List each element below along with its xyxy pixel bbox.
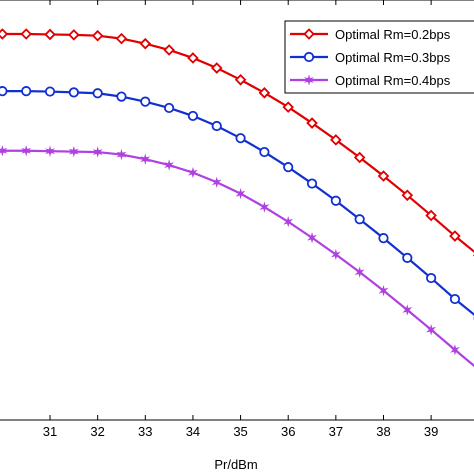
data-point-s1-1 xyxy=(0,28,9,40)
data-point-s3-18 xyxy=(402,304,413,316)
data-point-s1-5 xyxy=(91,29,104,42)
legend: Optimal Rm=0.2bps Optimal Rm=0.3bps Optima… xyxy=(284,20,474,94)
data-point-s1-15 xyxy=(330,134,342,146)
data-point-s1-17 xyxy=(377,170,390,182)
x-tick-label-37: 37 xyxy=(329,424,343,439)
legend-label-3: Optimal Rm=0.4bps xyxy=(335,73,451,88)
data-point-s2-2 xyxy=(21,86,32,97)
data-point-s2-18 xyxy=(402,252,413,263)
data-point-s1-7 xyxy=(139,37,152,50)
legend-label-2: Optimal Rm=0.3bps xyxy=(335,50,451,65)
series-3 xyxy=(0,145,474,373)
data-point-s2-13 xyxy=(283,162,294,173)
data-point-s2-1 xyxy=(0,86,8,97)
data-point-s3-6 xyxy=(116,148,127,161)
data-point-s3-8 xyxy=(164,159,175,171)
x-tick-label-31: 31 xyxy=(43,424,57,439)
series-2 xyxy=(0,86,474,321)
data-point-s3-10 xyxy=(211,176,222,188)
data-point-s3-3 xyxy=(45,145,55,157)
data-point-s1-4 xyxy=(68,29,80,41)
legend-label-1: Optimal Rm=0.2bps xyxy=(335,27,451,42)
data-point-s2-4 xyxy=(68,87,79,98)
data-point-s2-9 xyxy=(187,110,199,122)
data-point-s1-6 xyxy=(115,32,128,45)
series-1 xyxy=(0,28,474,257)
x-tick-label-32: 32 xyxy=(90,424,104,439)
data-point-s3-16 xyxy=(354,266,365,278)
data-point-s3-13 xyxy=(283,216,294,228)
data-point-s1-14 xyxy=(306,117,318,129)
data-point-s2-8 xyxy=(164,102,175,114)
axis-layer: 31 32 33 34 35 36 37 38 39 xyxy=(0,0,474,439)
data-point-s3-9 xyxy=(188,166,198,179)
data-point-s2-3 xyxy=(44,86,56,97)
data-point-s1-18 xyxy=(401,189,414,202)
data-point-s3-19 xyxy=(426,324,437,336)
legend-entry-2: Optimal Rm=0.3bps xyxy=(290,50,451,65)
legend-entry-1: Optimal Rm=0.2bps xyxy=(290,27,451,42)
data-point-s3-20 xyxy=(450,344,460,356)
data-point-s1-10 xyxy=(210,62,223,74)
series-layer xyxy=(0,28,474,373)
data-point-s1-8 xyxy=(163,44,175,56)
data-point-s1-16 xyxy=(353,151,366,164)
x-tick-label-33: 33 xyxy=(138,424,152,439)
data-point-s1-13 xyxy=(282,101,294,113)
x-tick-label-39: 39 xyxy=(424,424,438,439)
data-point-s3-4 xyxy=(68,145,79,158)
x-tick-label-36: 36 xyxy=(281,424,295,439)
legend-marker-s2-1 xyxy=(303,51,315,63)
legend-marker-s3-1 xyxy=(304,74,314,86)
data-point-s3-14 xyxy=(307,232,317,244)
x-tick-label-35: 35 xyxy=(233,424,247,439)
data-point-s2-11 xyxy=(235,133,246,144)
data-point-s2-20 xyxy=(449,293,461,305)
data-point-s2-15 xyxy=(330,195,341,206)
data-point-s3-7 xyxy=(140,153,151,165)
x-axis-title: Pr/dBm xyxy=(214,457,257,472)
data-point-s1-9 xyxy=(187,52,199,64)
data-point-s2-19 xyxy=(426,272,437,284)
data-point-s3-5 xyxy=(92,146,103,158)
data-point-s3-2 xyxy=(21,145,32,157)
data-point-s2-16 xyxy=(354,214,365,225)
data-point-s1-2 xyxy=(20,28,32,40)
x-tick-label-38: 38 xyxy=(376,424,390,439)
data-point-s1-20 xyxy=(449,230,461,242)
data-point-s3-15 xyxy=(330,248,341,261)
data-point-s2-5 xyxy=(92,88,103,99)
data-point-s2-12 xyxy=(259,146,270,158)
data-point-s2-6 xyxy=(116,91,127,102)
legend-marker-s1-1 xyxy=(303,28,315,40)
data-point-s2-17 xyxy=(378,233,389,244)
legend-entry-3: Optimal Rm=0.4bps xyxy=(290,73,451,88)
data-point-s3-17 xyxy=(378,284,389,297)
data-point-s1-3 xyxy=(44,28,56,41)
data-point-s2-14 xyxy=(306,178,318,189)
x-tick-label-34: 34 xyxy=(186,424,200,439)
data-point-s1-19 xyxy=(425,209,437,222)
data-point-s2-7 xyxy=(140,96,151,107)
data-point-s3-11 xyxy=(235,187,246,200)
data-point-s1-11 xyxy=(234,74,247,86)
data-point-s3-1 xyxy=(0,145,8,157)
data-point-s3-12 xyxy=(259,201,270,213)
data-point-s2-10 xyxy=(211,120,222,132)
data-point-s1-12 xyxy=(258,87,271,99)
